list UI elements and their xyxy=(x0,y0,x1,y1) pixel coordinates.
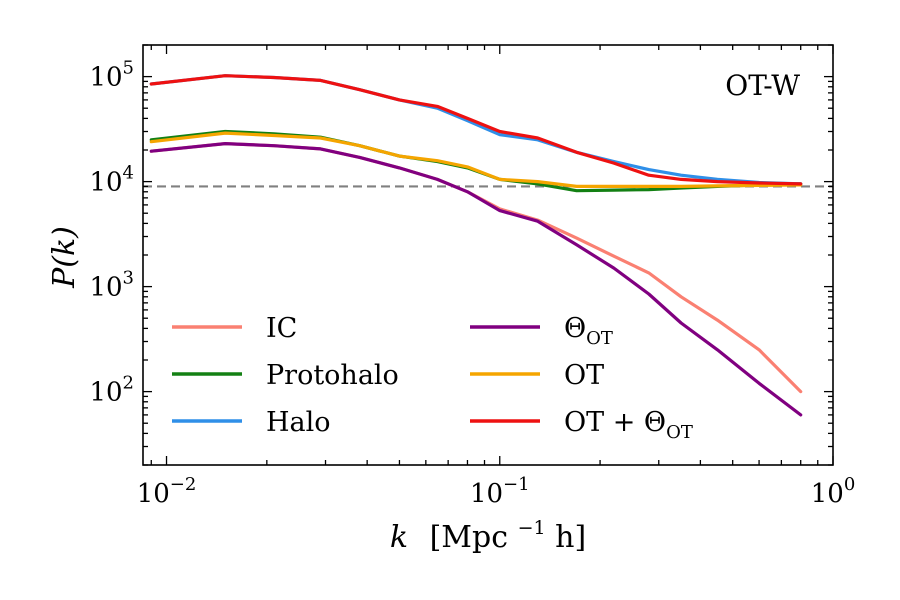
x-tick-exp: 0 xyxy=(844,474,855,495)
series-line-ot--ot-5 xyxy=(149,74,803,186)
x-tick-exp: −1 xyxy=(503,474,530,495)
series-line---ot-3 xyxy=(149,142,803,417)
x-tick-label: 10−2 xyxy=(137,474,197,509)
legend-label-sub: OT xyxy=(666,422,693,443)
legend-label: Halo xyxy=(266,407,331,438)
legend-label: Protohalo xyxy=(266,360,399,391)
axes-border xyxy=(142,44,834,466)
svg-text:k [Mpc −1 h]: k [Mpc −1 h] xyxy=(390,507,586,555)
series-line-halo-2 xyxy=(149,74,803,186)
y-tick-exp: 2 xyxy=(123,373,134,394)
legend-label: OT xyxy=(564,360,604,391)
legend-label-main: OT xyxy=(564,360,604,391)
legend-label-main: OT + Θ xyxy=(564,407,666,438)
y-tick-exp: 5 xyxy=(123,58,134,79)
y-tick-label: 105 xyxy=(89,58,134,93)
y-tick-label: 102 xyxy=(89,373,134,408)
x-axis-title-exp: −1 xyxy=(518,517,546,539)
legend-label-main: IC xyxy=(266,313,297,344)
y-tick-exp: 3 xyxy=(123,268,134,289)
x-tick-base: 10 xyxy=(470,479,503,509)
x-tick-label: 100 xyxy=(811,474,856,509)
y-tick-base: 10 xyxy=(89,168,122,198)
legend-label-main: Θ xyxy=(564,313,586,344)
legend-label-main: Protohalo xyxy=(266,360,399,391)
x-tick-base: 10 xyxy=(811,479,844,509)
legend-label: IC xyxy=(266,313,297,344)
ticks-layer xyxy=(143,44,834,466)
y-tick-base: 10 xyxy=(89,378,122,408)
y-axis-title: P(k) xyxy=(47,226,82,289)
series-line-ot-4 xyxy=(149,131,803,188)
x-axis-title: k [Mpc −1 h] xyxy=(390,507,586,555)
legend-label-sub: OT xyxy=(586,328,613,349)
x-axis-title-var: k xyxy=(390,520,408,555)
legend-label-main: Halo xyxy=(266,407,331,438)
y-tick-label: 104 xyxy=(89,163,134,198)
x-axis-title-unit: [Mpc xyxy=(430,520,508,555)
x-tick-exp: −2 xyxy=(170,474,197,495)
y-tick-base: 10 xyxy=(89,63,122,93)
legend-label: ΘOT xyxy=(564,313,613,349)
y-tick-exp: 4 xyxy=(123,163,134,184)
series-layer xyxy=(149,74,803,417)
x-tick-label: 10−1 xyxy=(470,474,530,509)
axes-frame xyxy=(142,44,834,466)
y-tick-base: 10 xyxy=(89,273,122,303)
x-axis-title-end: h] xyxy=(555,520,586,555)
y-tick-label: 103 xyxy=(89,268,134,303)
x-tick-base: 10 xyxy=(137,479,170,509)
panel-annotation: OT-W xyxy=(725,69,800,102)
legend-label: OT + ΘOT xyxy=(564,407,693,443)
